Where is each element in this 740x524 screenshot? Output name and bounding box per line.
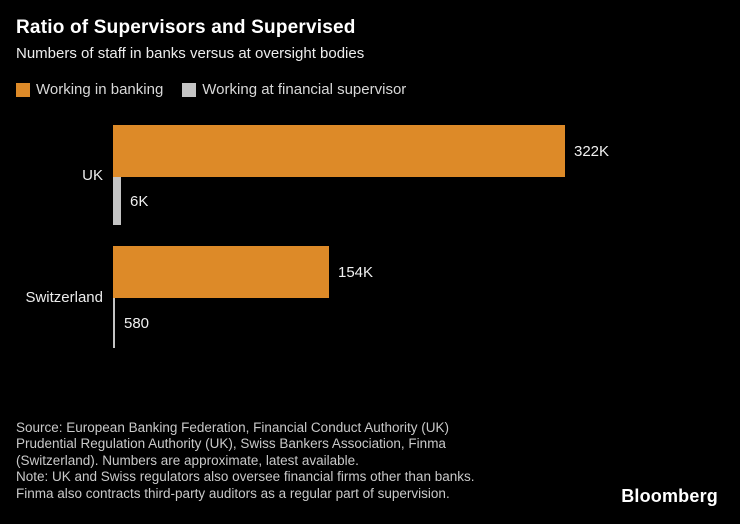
source-line: Prudential Regulation Authority (UK), Sw… [16,436,446,452]
page-title: Ratio of Supervisors and Supervised [16,17,356,38]
source-line: Source: European Banking Federation, Fin… [16,420,449,435]
page-subtitle: Numbers of staff in banks versus at over… [16,45,365,62]
bar-value-uk-supervisor: 6K [130,192,149,210]
bloomberg-logo: Bloomberg [621,486,718,506]
bar-value-switzerland-supervisor: 580 [124,314,150,332]
source-line: (Switzerland). Numbers are approximate, … [16,452,359,468]
supervisor-swatch-icon [182,82,197,97]
bar-group-switzerland: 154K [113,246,373,298]
bar-uk-banking [113,125,565,177]
bar-value-switzerland-banking: 154K [338,263,374,281]
bar-uk-supervisor [113,177,121,225]
legend-item-supervisor: Working at financial supervisor [182,81,406,98]
category-label-uk: UK [82,166,103,184]
legend-label-supervisor: Working at financial supervisor [202,81,407,98]
source-note: Source: European Banking Federation, Fin… [16,420,474,502]
bar-group-switzerland-supervisor: 580 [113,298,149,348]
note-line: Finma also contracts third-party auditor… [16,485,450,501]
banking-swatch-icon [16,82,30,97]
legend: Working in banking Working at financial … [16,81,406,98]
legend-item-banking: Working in banking [16,81,163,98]
legend-label-banking: Working in banking [36,81,164,98]
note-line: Note: UK and Swiss regulators also overs… [16,469,475,485]
category-label-switzerland: Switzerland [25,288,103,306]
bar-group-uk-supervisor: 6K [113,177,148,225]
bar-value-uk-banking: 322K [574,142,610,160]
bar-switzerland-banking [113,246,329,298]
bar-group-uk: 322K [113,125,609,177]
bar-switzerland-supervisor [113,298,115,348]
